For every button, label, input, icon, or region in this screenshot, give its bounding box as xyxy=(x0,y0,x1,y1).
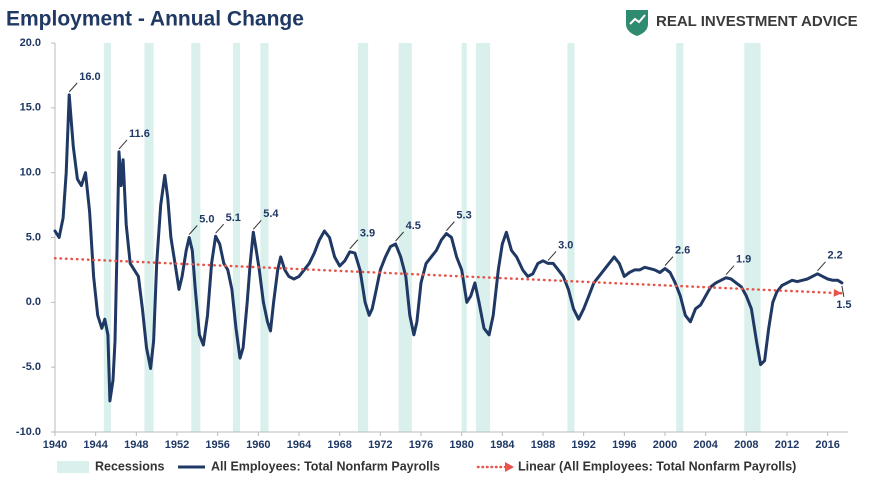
recession-band xyxy=(144,43,154,432)
annotation-leader xyxy=(817,261,826,272)
annotation-label: 3.9 xyxy=(360,228,375,240)
annotation-label: 2.6 xyxy=(675,245,690,257)
x-tick-label: 1952 xyxy=(165,439,189,451)
annotation-label: 11.6 xyxy=(129,128,150,140)
x-tick-label: 1984 xyxy=(490,439,515,451)
x-tick-label: 1976 xyxy=(409,439,433,451)
x-tick-label: 1988 xyxy=(531,439,555,451)
annotation-label: 1.5 xyxy=(836,299,851,311)
annotation-label: 5.1 xyxy=(226,212,241,224)
y-tick-label: 0.0 xyxy=(26,296,41,308)
annotation-leader xyxy=(188,225,198,235)
y-tick-label: 10.0 xyxy=(20,167,41,179)
recession-band xyxy=(461,43,467,432)
x-tick-label: 2004 xyxy=(693,439,718,451)
annotation-label: 1.9 xyxy=(736,254,751,266)
y-tick-label: 15.0 xyxy=(20,102,41,114)
recession-band xyxy=(567,43,575,432)
y-tick-label: -10.0 xyxy=(16,426,41,438)
x-tick-label: 1944 xyxy=(83,439,108,451)
x-tick-label: 1980 xyxy=(449,439,473,451)
y-tick-label: 5.0 xyxy=(26,231,41,243)
recession-band xyxy=(232,43,241,432)
brand-logo: REAL INVESTMENT ADVICE xyxy=(626,10,858,36)
annotation-leader xyxy=(118,139,128,150)
x-tick-label: 1960 xyxy=(246,439,270,451)
recession-band xyxy=(744,43,761,432)
annotation-label: 5.0 xyxy=(199,213,214,225)
logo-mark xyxy=(629,14,646,25)
annotation-leader xyxy=(446,221,455,231)
x-tick-label: 2008 xyxy=(734,439,758,451)
brand-name: REAL INVESTMENT ADVICE xyxy=(656,13,858,30)
legend-label: Recessions xyxy=(95,459,165,473)
x-tick-label: 1940 xyxy=(43,439,67,451)
y-tick-label: -5.0 xyxy=(22,361,41,373)
logo-shield xyxy=(626,10,648,36)
annotation-leader xyxy=(215,223,225,234)
annotation-leader xyxy=(395,231,404,242)
x-tick-label: 1992 xyxy=(571,439,595,451)
trend-arrow xyxy=(833,288,842,297)
chart-title: Employment - Annual Change xyxy=(6,8,304,31)
annotation-leader xyxy=(252,219,262,230)
annotation-label: 5.4 xyxy=(263,208,279,220)
x-tick-label: 1964 xyxy=(287,439,312,451)
recession-band xyxy=(103,43,111,432)
y-tick-label: 20.0 xyxy=(20,37,41,49)
x-tick-label: 1956 xyxy=(205,439,229,451)
x-tick-label: 1972 xyxy=(368,439,392,451)
annotation-leader xyxy=(68,82,78,93)
recession-band xyxy=(676,43,684,432)
annotation-leader xyxy=(349,239,359,250)
x-tick-label: 1996 xyxy=(612,439,636,451)
annotation-leader xyxy=(664,256,674,266)
legend-swatch-recessions xyxy=(57,461,89,473)
annotation-label: 3.0 xyxy=(558,239,573,251)
recession-band xyxy=(475,43,491,432)
legend-arrow xyxy=(505,462,514,472)
annotation-label: 2.2 xyxy=(828,250,843,262)
recession-band xyxy=(398,43,412,432)
annotation-leader xyxy=(841,285,845,297)
annotation-label: 5.3 xyxy=(456,210,471,222)
legend-label: Linear (All Employees: Total Nonfarm Pay… xyxy=(518,459,796,473)
legend-label: All Employees: Total Nonfarm Payrolls xyxy=(211,459,440,473)
annotation-label: 4.5 xyxy=(406,220,421,232)
annotation-leader xyxy=(547,251,557,261)
x-tick-label: 2012 xyxy=(775,439,799,451)
x-tick-label: 1968 xyxy=(327,439,351,451)
recession-band xyxy=(191,43,201,432)
trend-line xyxy=(53,256,844,295)
data-line xyxy=(53,93,844,403)
x-tick-label: 2016 xyxy=(815,439,839,451)
x-tick-label: 1948 xyxy=(124,439,148,451)
annotation-leader xyxy=(725,265,735,276)
annotation-label: 16.0 xyxy=(79,71,100,83)
x-tick-label: 2000 xyxy=(653,439,677,451)
recession-band xyxy=(260,43,269,432)
recession-band xyxy=(357,43,369,432)
